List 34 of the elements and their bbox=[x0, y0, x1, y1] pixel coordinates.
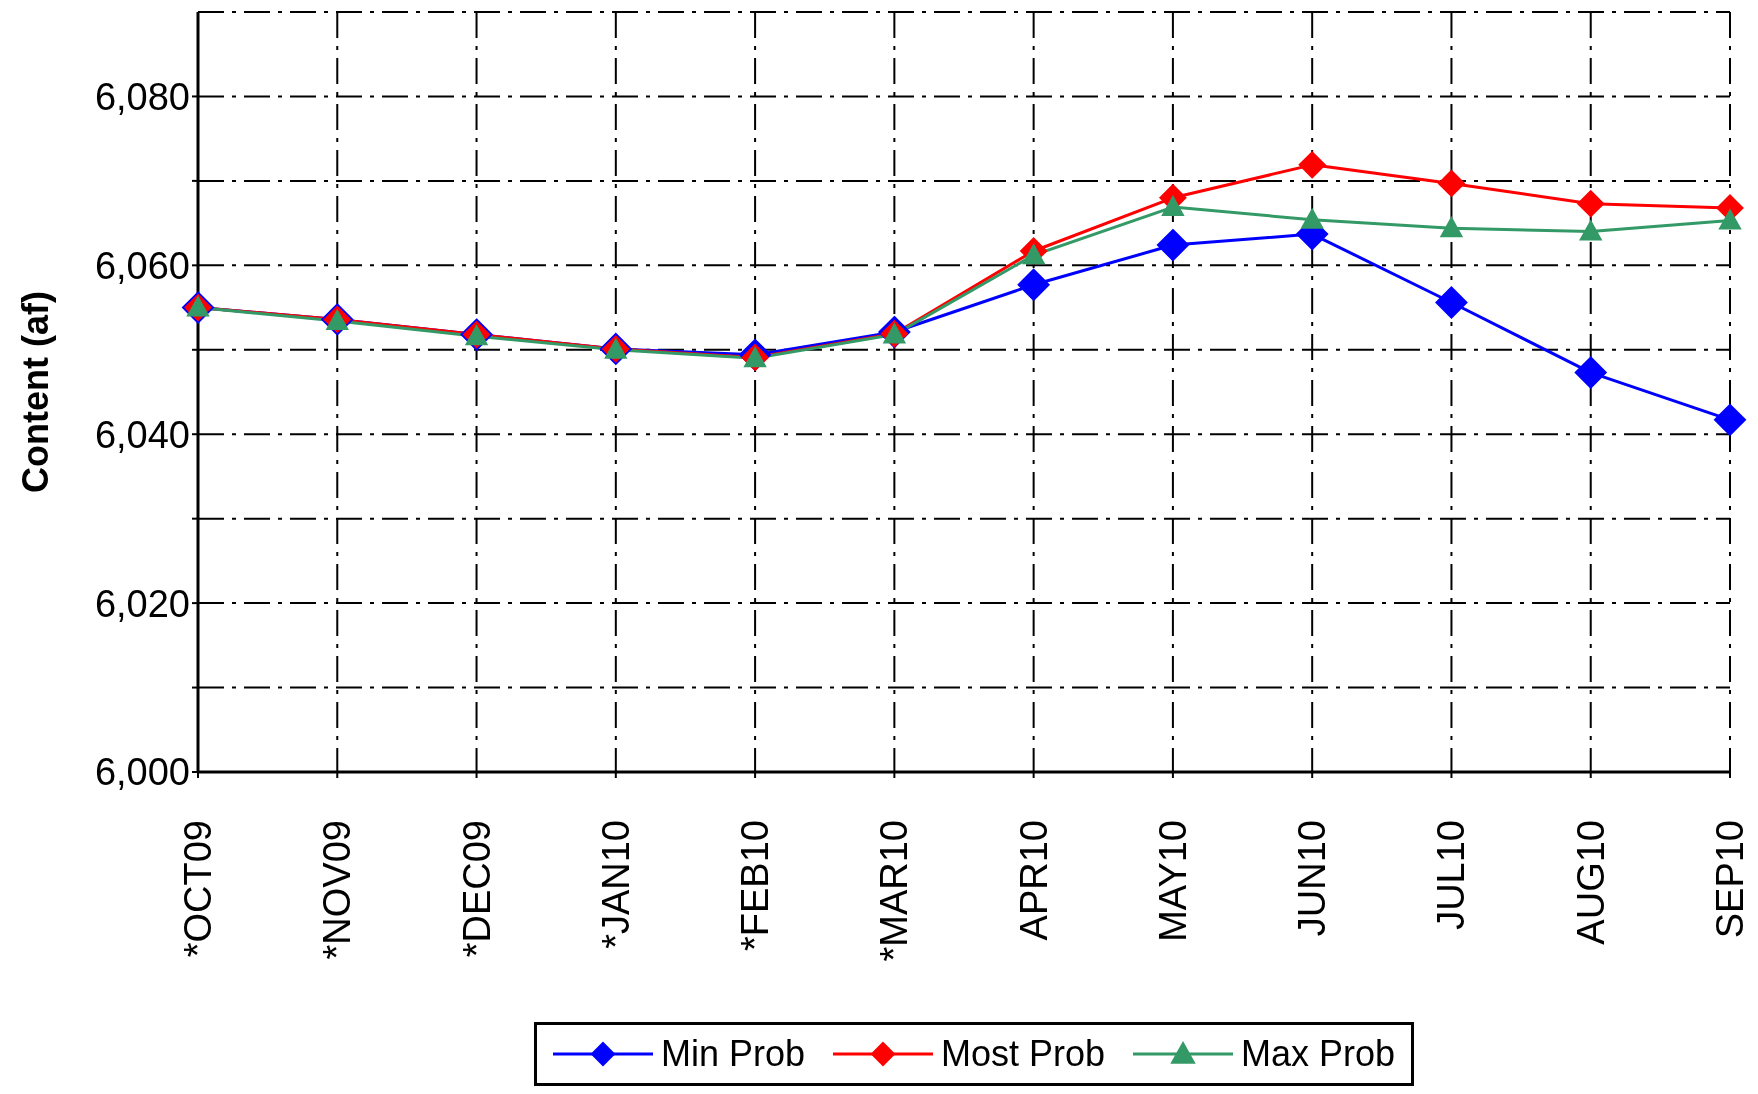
y-tick-label: 6,000 bbox=[94, 751, 190, 794]
x-tick-label: JUL10 bbox=[1430, 820, 1473, 930]
legend-label: Most Prob bbox=[939, 1033, 1106, 1075]
point bbox=[1719, 209, 1741, 230]
y-tick-label: 6,040 bbox=[94, 413, 190, 456]
x-tick-label: SEP10 bbox=[1709, 820, 1751, 939]
point bbox=[1714, 403, 1746, 436]
point bbox=[1017, 268, 1050, 301]
legend-label: Max Prob bbox=[1240, 1033, 1396, 1075]
point bbox=[1579, 220, 1602, 241]
point bbox=[1440, 217, 1463, 238]
x-tick-label: *OCT09 bbox=[177, 820, 219, 958]
x-tick-label: *DEC09 bbox=[455, 820, 498, 958]
y-tick-label: 6,020 bbox=[94, 582, 190, 625]
point bbox=[1577, 190, 1605, 218]
x-tick-label: MAY10 bbox=[1151, 820, 1194, 942]
x-tick-label: APR10 bbox=[1012, 820, 1055, 941]
x-tick-label: *NOV09 bbox=[316, 820, 359, 960]
y-axis-title: Content (af) bbox=[14, 291, 56, 493]
point bbox=[1161, 196, 1184, 217]
point bbox=[1437, 169, 1465, 197]
x-tick-label: AUG10 bbox=[1569, 820, 1612, 945]
legend-label: Min Prob bbox=[659, 1033, 805, 1075]
y-tick-label: 6,080 bbox=[94, 75, 190, 118]
point bbox=[1435, 286, 1468, 319]
point bbox=[1298, 151, 1326, 179]
x-tick-label: *MAR10 bbox=[873, 820, 916, 962]
y-tick-label: 6,060 bbox=[94, 244, 190, 287]
point bbox=[1156, 229, 1189, 262]
x-tick-label: JUN10 bbox=[1291, 820, 1334, 937]
point bbox=[1301, 208, 1324, 229]
point bbox=[1574, 356, 1607, 389]
x-tick-label: *FEB10 bbox=[734, 820, 777, 951]
x-tick-label: *JAN10 bbox=[594, 820, 637, 949]
